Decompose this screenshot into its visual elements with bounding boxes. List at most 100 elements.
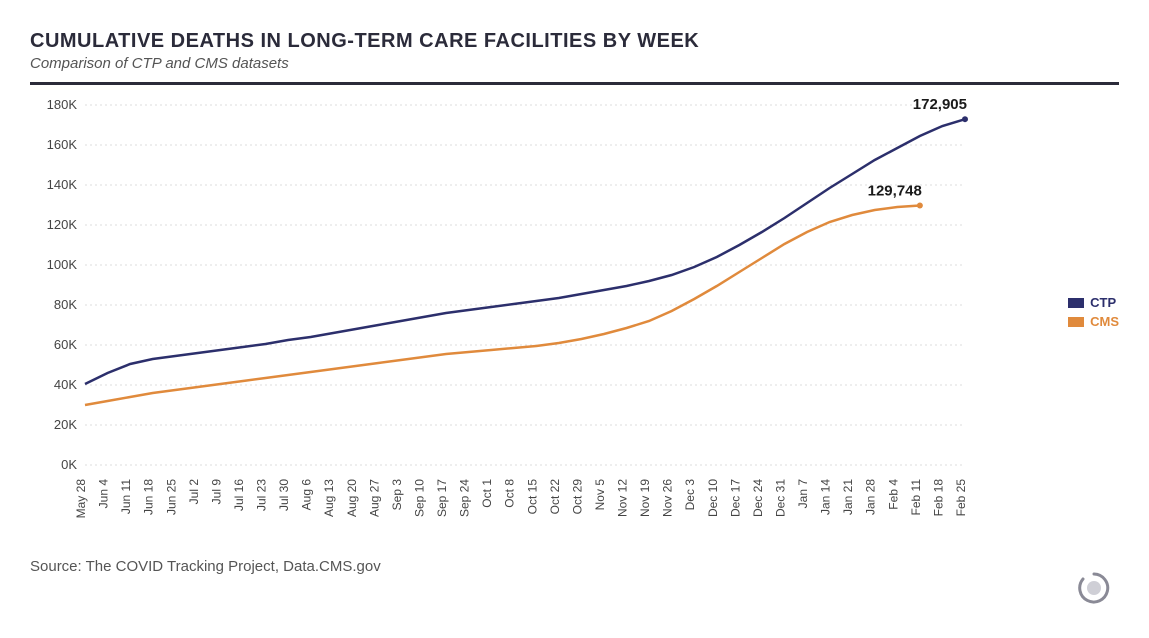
svg-text:Jun 11: Jun 11: [119, 479, 133, 514]
svg-text:Jul 23: Jul 23: [255, 479, 269, 511]
x-tick: Feb 25: [954, 479, 968, 517]
svg-text:100K: 100K: [47, 257, 78, 272]
svg-text:Sep 3: Sep 3: [390, 479, 404, 511]
svg-text:Jan 14: Jan 14: [819, 479, 833, 515]
svg-text:Jan 7: Jan 7: [796, 479, 810, 509]
chart-title: CUMULATIVE DEATHS IN LONG-TERM CARE FACI…: [30, 30, 1119, 53]
svg-text:Jun 18: Jun 18: [142, 479, 156, 515]
source-attribution: Source: The COVID Tracking Project, Data…: [30, 558, 1119, 575]
x-tick: Jun 4: [97, 479, 111, 509]
svg-text:0K: 0K: [61, 457, 77, 472]
x-tick: Aug 13: [322, 479, 336, 517]
svg-text:Jan 28: Jan 28: [864, 479, 878, 515]
svg-text:Dec 24: Dec 24: [751, 479, 765, 517]
x-tick: Aug 27: [367, 479, 381, 517]
x-tick: Jun 18: [142, 479, 156, 515]
title-rule: [30, 82, 1119, 85]
x-tick: Feb 4: [886, 479, 900, 510]
y-tick: 20K: [54, 417, 77, 432]
legend-item-cms: CMS: [1068, 314, 1119, 329]
y-tick: 40K: [54, 377, 77, 392]
x-tick: Sep 3: [390, 479, 404, 511]
x-tick: Dec 31: [773, 479, 787, 517]
y-tick: 140K: [47, 177, 78, 192]
svg-text:Feb 18: Feb 18: [931, 479, 945, 517]
x-tick: Feb 11: [909, 479, 923, 516]
svg-text:Jan 21: Jan 21: [841, 479, 855, 515]
end-point-cms: [917, 203, 923, 209]
x-tick: Dec 3: [683, 479, 697, 511]
x-tick: Nov 19: [638, 479, 652, 517]
end-point-ctp: [962, 116, 968, 122]
y-tick: 80K: [54, 297, 77, 312]
x-tick: Jul 16: [232, 479, 246, 511]
svg-text:Oct 15: Oct 15: [525, 479, 539, 515]
x-tick: Jul 9: [209, 479, 223, 505]
y-tick: 0K: [61, 457, 77, 472]
x-tick: Oct 29: [570, 479, 584, 515]
y-tick: 160K: [47, 137, 78, 152]
end-label-ctp: 172,905: [913, 96, 967, 113]
svg-text:Aug 20: Aug 20: [345, 479, 359, 517]
svg-text:Jun 25: Jun 25: [164, 479, 178, 515]
svg-text:Jul 16: Jul 16: [232, 479, 246, 511]
svg-text:Aug 6: Aug 6: [300, 479, 314, 511]
svg-text:80K: 80K: [54, 297, 77, 312]
x-tick: Jul 2: [187, 479, 201, 505]
svg-text:Dec 31: Dec 31: [773, 479, 787, 517]
x-tick: Oct 1: [480, 479, 494, 508]
svg-text:Feb 25: Feb 25: [954, 479, 968, 517]
svg-text:Oct 8: Oct 8: [503, 479, 517, 508]
x-tick: Oct 15: [525, 479, 539, 515]
x-tick: Oct 8: [503, 479, 517, 508]
y-tick: 180K: [47, 97, 78, 112]
x-tick: Jul 23: [255, 479, 269, 511]
legend-label: CMS: [1090, 314, 1119, 329]
x-tick: Jan 21: [841, 479, 855, 515]
y-tick: 100K: [47, 257, 78, 272]
svg-text:Dec 3: Dec 3: [683, 479, 697, 511]
x-tick: Aug 20: [345, 479, 359, 517]
svg-text:Aug 13: Aug 13: [322, 479, 336, 517]
svg-text:Jul 30: Jul 30: [277, 479, 291, 511]
svg-text:20K: 20K: [54, 417, 77, 432]
x-tick: May 28: [74, 479, 88, 519]
svg-text:Aug 27: Aug 27: [367, 479, 381, 517]
x-tick: Nov 26: [661, 479, 675, 517]
svg-text:Dec 17: Dec 17: [728, 479, 742, 517]
legend-swatch: [1068, 317, 1084, 327]
end-label-cms: 129,748: [868, 183, 922, 200]
svg-text:Oct 1: Oct 1: [480, 479, 494, 508]
svg-text:Sep 17: Sep 17: [435, 479, 449, 517]
svg-text:Nov 26: Nov 26: [661, 479, 675, 517]
x-tick: Sep 24: [458, 479, 472, 517]
svg-text:Jul 2: Jul 2: [187, 479, 201, 505]
svg-text:Sep 10: Sep 10: [412, 479, 426, 517]
brand-logo-icon: [1077, 571, 1111, 610]
svg-text:Dec 10: Dec 10: [706, 479, 720, 517]
x-tick: Nov 12: [616, 479, 630, 517]
svg-text:120K: 120K: [47, 217, 78, 232]
svg-text:May 28: May 28: [74, 479, 88, 519]
svg-text:Nov 5: Nov 5: [593, 479, 607, 511]
series-ctp: [85, 119, 965, 384]
x-tick: Nov 5: [593, 479, 607, 511]
x-tick: Feb 18: [931, 479, 945, 517]
svg-text:160K: 160K: [47, 137, 78, 152]
line-chart: 0K 20K 40K 60K 80K 100K 120K 140K 160K 180K May 28…: [30, 95, 1030, 535]
legend-swatch: [1068, 298, 1084, 308]
svg-text:Nov 19: Nov 19: [638, 479, 652, 517]
x-tick: Aug 6: [300, 479, 314, 511]
legend: CTP CMS: [1068, 295, 1119, 333]
legend-label: CTP: [1090, 295, 1116, 310]
x-tick: Jan 7: [796, 479, 810, 509]
x-tick: Oct 22: [548, 479, 562, 515]
svg-text:Feb 11: Feb 11: [909, 479, 923, 516]
x-tick: Jan 14: [819, 479, 833, 515]
y-tick: 60K: [54, 337, 77, 352]
svg-text:Jul 9: Jul 9: [209, 479, 223, 505]
x-tick: Sep 10: [412, 479, 426, 517]
svg-text:Sep 24: Sep 24: [458, 479, 472, 517]
x-tick: Sep 17: [435, 479, 449, 517]
svg-text:Oct 22: Oct 22: [548, 479, 562, 515]
